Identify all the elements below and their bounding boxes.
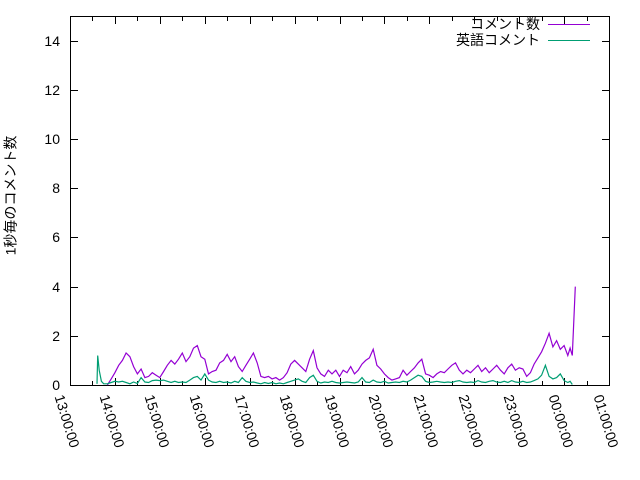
legend-label-comments: コメント数 (470, 16, 540, 32)
legend-line-sample-comments (548, 23, 590, 25)
y-tick-label: 6 (52, 229, 60, 246)
legend-label-english-comments: 英語コメント (456, 32, 540, 48)
y-tick-label: 14 (44, 32, 60, 49)
y-tick-label: 10 (44, 131, 60, 147)
comments-series-line (106, 286, 576, 386)
legend-line-sample-english-comments (548, 39, 590, 41)
plot-border (70, 16, 610, 386)
legend-item-comments: コメント数 (456, 16, 590, 32)
y-tick-label: 2 (52, 327, 60, 344)
y-tick-label: 4 (52, 278, 60, 295)
english-comments-series-line (96, 355, 573, 385)
y-tick-label: 12 (44, 81, 60, 98)
y-axis-title: 1秒毎のコメント数 (2, 135, 19, 256)
y-tick-label: 0 (52, 377, 60, 393)
legend: コメント数 英語コメント (456, 16, 590, 48)
legend-item-english-comments: 英語コメント (456, 32, 590, 48)
y-tick-label: 8 (52, 180, 60, 197)
